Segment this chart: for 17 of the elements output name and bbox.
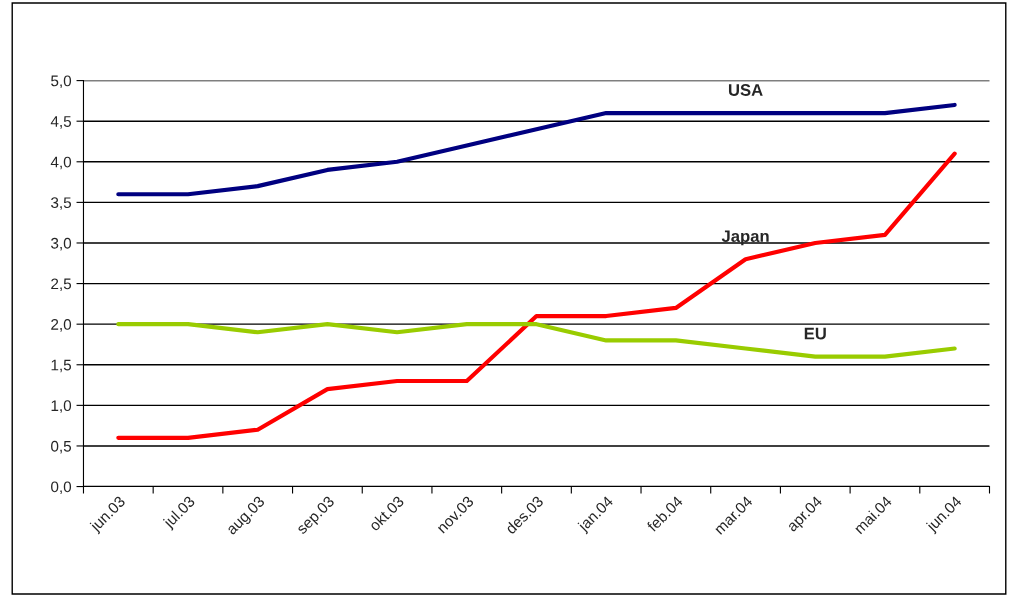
y-tick-label: 2,5 bbox=[51, 278, 72, 292]
y-tick-label: 4,5 bbox=[50, 116, 72, 129]
series-label: EU bbox=[804, 327, 826, 340]
y-tick-label: 0,5 bbox=[51, 440, 72, 454]
y-tick-label: 3,0 bbox=[51, 237, 72, 251]
series-label: Japan bbox=[721, 230, 769, 246]
line-series bbox=[116, 151, 957, 440]
y-tick-label: 1,5 bbox=[51, 359, 72, 373]
line-series bbox=[116, 102, 957, 197]
y-tick-label: 3,5 bbox=[51, 197, 72, 210]
y-tick-label: 4,0 bbox=[50, 156, 72, 170]
line-series bbox=[116, 322, 957, 359]
y-tick-label: 1,0 bbox=[51, 400, 72, 413]
y-tick-label: 0,0 bbox=[51, 481, 72, 495]
series-label: USA bbox=[728, 84, 763, 96]
y-tick-label: 2,0 bbox=[51, 319, 72, 332]
y-tick-label: 5,0 bbox=[51, 75, 72, 89]
